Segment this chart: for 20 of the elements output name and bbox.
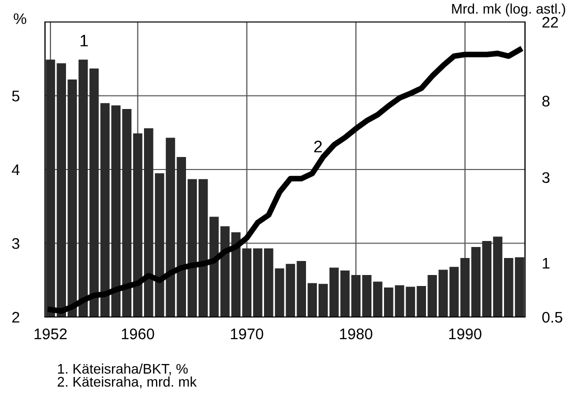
text: 2. Käteisraha, mrd. mk (58, 376, 197, 388)
y2-tick-label: 22 (542, 16, 558, 28)
y-axis-title: % (14, 13, 26, 24)
y-tick-label: 5 (12, 90, 20, 102)
y-tick-label: 3 (12, 238, 20, 249)
x-tick-label: 1960 (122, 328, 154, 340)
x-tick-label: 1952 (34, 328, 67, 340)
y2-axis-title: Mrd. mk (log. astl.) (452, 4, 566, 16)
x-tick-label: 1970 (230, 328, 264, 340)
x-tick-label: 1990 (449, 328, 482, 340)
y-tick-label: 4 (12, 164, 20, 176)
annotation: 1 (80, 34, 88, 46)
y2-tick-label: 8 (542, 96, 550, 107)
annotation: 2 (314, 140, 322, 152)
text: 1. Käteisraha/BKT, % (58, 364, 188, 376)
y-tick-label: 2 (12, 312, 20, 323)
y2-tick-label: 0.5 (542, 312, 562, 323)
y2-tick-label: 1 (542, 258, 550, 268)
y2-tick-label: 3 (542, 172, 550, 184)
x-tick-label: 1980 (340, 328, 372, 340)
